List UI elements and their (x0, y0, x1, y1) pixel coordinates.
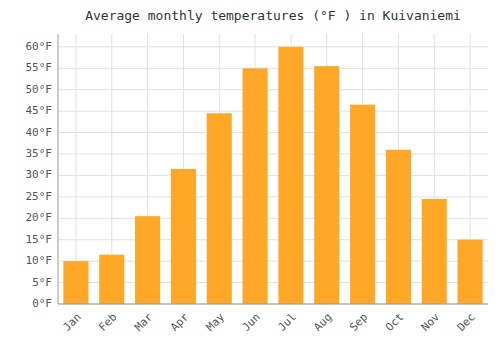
x-tick-label: Apr (168, 310, 192, 334)
y-axis-line (58, 34, 59, 304)
y-grid-line (58, 175, 488, 176)
bar (207, 113, 232, 304)
bar (314, 66, 339, 304)
chart: 0°F 5°F 10°F 15°F 20°F 25°F 30°F 35°F 40°F 45°F 50… (0, 0, 500, 350)
x-tick-label: Oct (383, 311, 406, 334)
bars (63, 47, 482, 304)
title: Average monthly temperatures (°F ) in Ku… (85, 8, 461, 23)
bar (422, 199, 447, 304)
bar (171, 169, 196, 304)
y-tick-label: 50°F (26, 83, 53, 96)
y-tick-label: 0°F (32, 297, 52, 310)
x-tick-label: Aug (311, 311, 334, 334)
bar (99, 255, 124, 304)
bar (458, 240, 483, 304)
x-tick-label: Jan (60, 311, 83, 334)
y-tick-label: 15°F (26, 233, 53, 246)
y-tick-label: 55°F (26, 61, 53, 74)
grid (58, 34, 488, 304)
y-tick-label: 40°F (26, 126, 53, 139)
x-axis-line (58, 304, 488, 305)
y-tick-label: 35°F (26, 147, 53, 160)
y-grid-line (58, 132, 488, 133)
y-tick-label: 25°F (26, 190, 53, 203)
y-tick-label: 60°F (26, 40, 53, 53)
y-grid-line (58, 304, 488, 305)
bar (63, 261, 88, 304)
bar (278, 47, 303, 304)
y-grid-line (58, 68, 488, 69)
x-tick-label: Dec (455, 311, 478, 334)
x-tick-label: Jul (275, 311, 298, 334)
y-grid-line (58, 111, 488, 112)
x-tick-label: Mar (132, 310, 156, 334)
y-axis: 0°F 5°F 10°F 15°F 20°F 25°F 30°F 35°F 40°F 45°F 50… (26, 40, 53, 310)
bar (386, 150, 411, 304)
y-tick-label: 10°F (26, 254, 53, 267)
x-axis: Jan Feb Mar Apr May Jun Jul Aug Sep Oct Nov Dec (60, 310, 477, 334)
y-tick-label: 30°F (26, 168, 53, 181)
x-tick-label: Nov (419, 310, 443, 334)
x-tick-label: Feb (96, 311, 119, 334)
x-tick-label: Jun (240, 311, 263, 334)
y-grid-line (58, 154, 488, 155)
y-tick-label: 20°F (26, 211, 53, 224)
bar (350, 105, 375, 304)
y-grid-line (58, 46, 488, 47)
bar (135, 216, 160, 304)
y-grid-line (58, 89, 488, 90)
y-grid-line (58, 196, 488, 197)
x-tick-label: May (204, 310, 228, 334)
bar (243, 68, 268, 304)
y-tick-label: 45°F (26, 104, 53, 117)
x-tick-label: Sep (347, 311, 370, 334)
y-tick-label: 5°F (32, 276, 52, 289)
